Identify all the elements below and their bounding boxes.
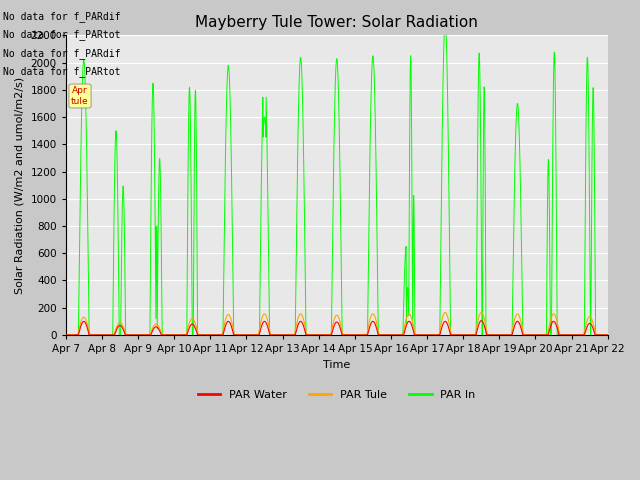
Legend: PAR Water, PAR Tule, PAR In: PAR Water, PAR Tule, PAR In xyxy=(193,385,480,404)
X-axis label: Time: Time xyxy=(323,360,350,370)
Text: No data for f_PARtot: No data for f_PARtot xyxy=(3,66,121,77)
Text: No data for f_PARdif: No data for f_PARdif xyxy=(3,48,121,59)
Text: Apr
tule: Apr tule xyxy=(71,86,89,106)
Text: No data for f_PARdif: No data for f_PARdif xyxy=(3,11,121,22)
Y-axis label: Solar Radiation (W/m2 and umol/m2/s): Solar Radiation (W/m2 and umol/m2/s) xyxy=(15,77,25,294)
Text: No data for f_PARtot: No data for f_PARtot xyxy=(3,29,121,40)
Title: Mayberry Tule Tower: Solar Radiation: Mayberry Tule Tower: Solar Radiation xyxy=(195,15,478,30)
